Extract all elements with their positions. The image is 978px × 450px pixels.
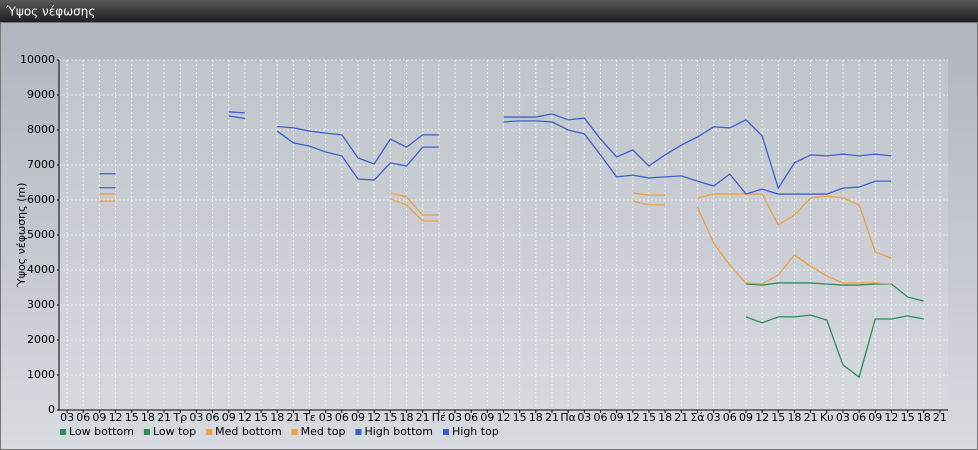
x-tick-label: 09 [739, 411, 753, 424]
x-tick-label: 15 [383, 411, 397, 424]
x-tick-label: 09 [610, 411, 624, 424]
x-tick-label: 12 [367, 411, 381, 424]
legend-swatch [291, 429, 298, 435]
x-tick-label: Τρ [172, 411, 187, 424]
x-tick-label: 15 [125, 411, 139, 424]
x-tick-label: 06 [852, 411, 866, 424]
x-tick-label: 06 [593, 411, 607, 424]
series-line [99, 192, 892, 259]
x-tick-label: 03 [577, 411, 591, 424]
x-tick-label: 15 [771, 411, 785, 424]
x-tick-label: 12 [884, 411, 898, 424]
series-line [99, 198, 892, 285]
y-tick-label: 9000 [27, 88, 55, 101]
legend-label: Low top [153, 425, 196, 438]
x-tick-label: 15 [642, 411, 656, 424]
x-tick-label: 18 [270, 411, 284, 424]
y-tick-label: 2000 [27, 333, 55, 346]
series-line [99, 115, 892, 195]
x-tick-label: 09 [351, 411, 365, 424]
legend-label: High bottom [364, 425, 433, 438]
x-tick-label: 12 [238, 411, 252, 424]
x-tick-label: 09 [92, 411, 106, 424]
legend-swatch [355, 429, 362, 435]
title-bar [0, 0, 978, 22]
x-tick-label: 21 [416, 411, 430, 424]
y-tick-label: 3000 [27, 298, 55, 311]
x-tick-label: 12 [626, 411, 640, 424]
x-tick-label: 03 [836, 411, 850, 424]
legend-label: Low bottom [69, 425, 134, 438]
x-tick-label: 03 [448, 411, 462, 424]
x-tick-label: 21 [674, 411, 688, 424]
x-tick-label: 06 [206, 411, 220, 424]
y-tick-label: 8000 [27, 123, 55, 136]
x-tick-label: 15 [254, 411, 268, 424]
x-tick-label: 03 [189, 411, 203, 424]
y-tick-label: 10000 [20, 53, 55, 66]
x-tick-label: 15 [513, 411, 527, 424]
y-tick-label: 0 [48, 403, 55, 416]
x-tick-label: 18 [529, 411, 543, 424]
x-tick-label: 21 [157, 411, 171, 424]
x-tick-label: 03 [319, 411, 333, 424]
y-tick-label: 7000 [27, 158, 55, 171]
legend-swatch [60, 429, 66, 435]
x-tick-label: Πα [560, 411, 576, 424]
x-tick-label: 12 [755, 411, 769, 424]
x-tick-label: 18 [658, 411, 672, 424]
legend-swatch [206, 429, 213, 435]
legend-label: Med top [301, 425, 346, 438]
legend-label: Med bottom [215, 425, 282, 438]
x-tick-label: 12 [109, 411, 123, 424]
x-tick-label: 21 [286, 411, 300, 424]
x-tick-label: 09 [480, 411, 494, 424]
x-tick-label: 06 [464, 411, 478, 424]
x-tick-label: 12 [497, 411, 511, 424]
x-tick-label: 18 [400, 411, 414, 424]
x-tick-label: 03 [707, 411, 721, 424]
x-tick-label: 21 [933, 411, 947, 424]
y-tick-label: 4000 [27, 263, 55, 276]
x-tick-label: 15 [901, 411, 915, 424]
x-tick-label: Πέ [432, 411, 446, 424]
series-line [99, 111, 892, 190]
x-tick-label: 18 [917, 411, 931, 424]
series-line [745, 314, 924, 379]
x-tick-label: 09 [868, 411, 882, 424]
x-tick-label: 18 [141, 411, 155, 424]
y-tick-label: 5000 [27, 228, 55, 241]
x-tick-label: 18 [787, 411, 801, 424]
x-tick-label: Τε [302, 411, 316, 424]
x-tick-label: 06 [723, 411, 737, 424]
series-line [745, 282, 924, 302]
x-tick-label: Σά [690, 411, 704, 424]
legend-swatch [443, 429, 449, 435]
x-tick-label: 06 [335, 411, 349, 424]
y-tick-label: 1000 [27, 368, 55, 381]
y-tick-label: 6000 [27, 193, 55, 206]
x-tick-label: 21 [545, 411, 559, 424]
x-tick-label: 21 [804, 411, 818, 424]
legend-swatch [143, 429, 150, 435]
legend-label: High top [452, 425, 499, 438]
x-tick-label: Κυ [820, 411, 834, 424]
x-tick-label: 03 [60, 411, 74, 424]
y-axis-label: Ύψος νέφωσης (m) [15, 183, 28, 289]
x-tick-label: 09 [222, 411, 236, 424]
x-tick-label: 06 [76, 411, 90, 424]
window-title: Ύψος νέφωσης [5, 5, 95, 19]
